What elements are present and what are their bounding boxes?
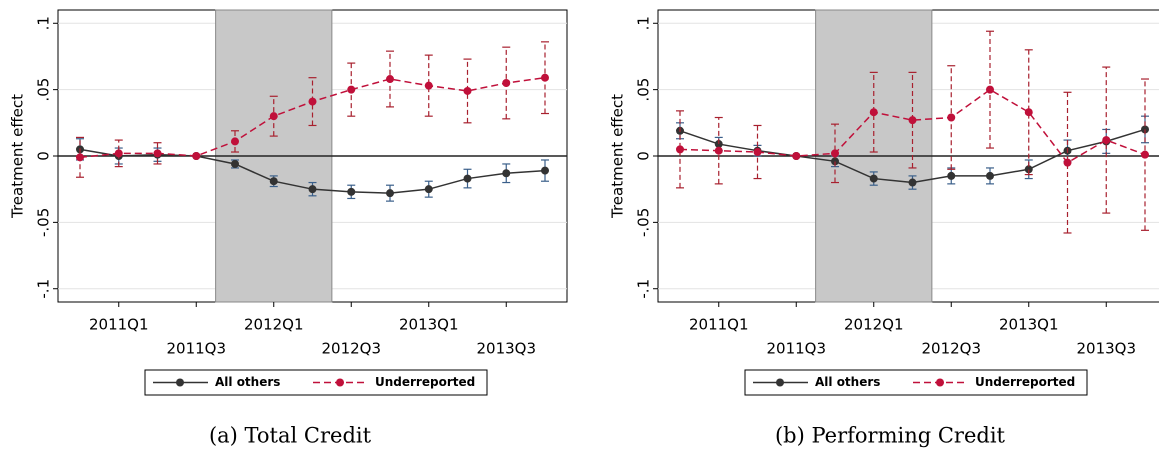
data-point [676, 145, 684, 154]
y-axis-label: Treatment effect [9, 94, 27, 219]
y-tick-label: .05 [635, 78, 653, 102]
data-point [1102, 136, 1111, 145]
data-point [714, 140, 723, 149]
x-tick-label: 2012Q3 [321, 340, 381, 358]
error-bar [1063, 91, 1072, 234]
error-bar [908, 71, 917, 169]
x-tick-label: 2011Q3 [166, 340, 226, 358]
legend-label: All others [215, 375, 280, 389]
y-axis-label: Treatment effect [609, 94, 627, 219]
y-tick-label: .1 [635, 16, 653, 30]
x-tick-label: 2011Q1 [89, 316, 149, 334]
y-tick-label: .1 [35, 16, 53, 30]
x-tick-label: 2013Q1 [999, 316, 1059, 334]
data-point [1141, 150, 1149, 159]
data-point [908, 116, 917, 125]
data-point [192, 152, 201, 160]
data-point [269, 177, 278, 186]
data-point [1024, 108, 1033, 117]
error-bar [1024, 49, 1033, 176]
data-point [1024, 165, 1033, 174]
data-point [231, 159, 239, 168]
data-point [424, 81, 433, 90]
y-tick-label: -.05 [35, 208, 53, 237]
error-bar [308, 77, 317, 127]
data-point [714, 146, 723, 155]
legend-marker [776, 378, 784, 387]
caption: (b) Performing Credit [775, 424, 1006, 448]
legend-label: Underreported [975, 375, 1075, 389]
y-tick-label: -.1 [35, 279, 53, 299]
data-point [792, 152, 801, 160]
data-point [753, 148, 762, 157]
data-point [424, 185, 433, 194]
data-point [347, 187, 356, 196]
data-point [502, 79, 511, 87]
legend-marker [336, 378, 344, 387]
data-point [541, 73, 549, 82]
data-point [947, 171, 956, 180]
error-bar [424, 54, 433, 117]
x-tick-label: 2012Q3 [921, 340, 981, 358]
data-point [269, 112, 278, 121]
data-point [831, 157, 839, 166]
data-point [463, 174, 472, 183]
y-tick-label: 0 [635, 151, 653, 161]
data-point [541, 166, 549, 175]
error-bar [869, 71, 878, 153]
error-bar [463, 58, 472, 124]
legend-marker [176, 378, 184, 387]
y-tick-label: -.1 [635, 279, 653, 299]
data-point [502, 169, 511, 178]
data-point [308, 97, 317, 106]
data-point [869, 108, 878, 117]
data-point [76, 153, 84, 162]
y-tick-label: 0 [35, 151, 53, 161]
x-tick-label: 2012Q1 [244, 316, 304, 334]
data-point [231, 137, 239, 146]
error-bar [676, 110, 684, 189]
x-tick-label: 2013Q3 [476, 340, 536, 358]
data-point [908, 178, 917, 187]
data-point [869, 174, 878, 183]
data-point [986, 171, 994, 180]
caption: (a) Total Credit [209, 424, 372, 448]
x-tick-label: 2013Q3 [1076, 340, 1136, 358]
data-point [986, 85, 994, 94]
data-point [947, 113, 956, 122]
error-bar [114, 139, 123, 168]
data-point [386, 189, 394, 198]
data-point [114, 149, 123, 158]
x-tick-label: 2013Q1 [399, 316, 459, 334]
y-tick-label: -.05 [635, 208, 653, 237]
x-tick-label: 2011Q1 [689, 316, 749, 334]
y-tick-label: .05 [35, 78, 53, 102]
legend-marker [936, 378, 944, 387]
data-point [153, 149, 162, 158]
data-point [1063, 158, 1072, 167]
data-point [308, 185, 317, 194]
data-point [347, 85, 356, 94]
data-point [386, 75, 394, 84]
error-bar [831, 123, 839, 184]
x-tick-label: 2012Q1 [844, 316, 904, 334]
data-point [831, 149, 839, 158]
data-point [463, 86, 472, 95]
legend-label: Underreported [375, 375, 475, 389]
legend-label: All others [815, 375, 880, 389]
x-tick-label: 2011Q3 [766, 340, 826, 358]
